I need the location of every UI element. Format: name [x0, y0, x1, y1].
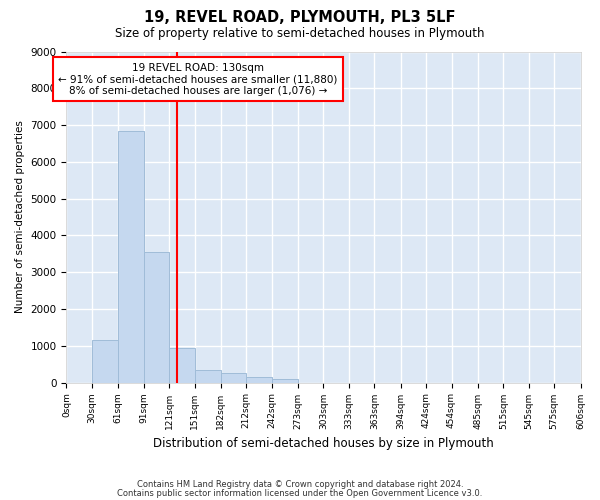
- Text: 19 REVEL ROAD: 130sqm
← 91% of semi-detached houses are smaller (11,880)
8% of s: 19 REVEL ROAD: 130sqm ← 91% of semi-deta…: [58, 62, 338, 96]
- Bar: [194, 370, 221, 382]
- Text: Contains public sector information licensed under the Open Government Licence v3: Contains public sector information licen…: [118, 489, 482, 498]
- Bar: [169, 348, 194, 382]
- Bar: [92, 340, 118, 382]
- Bar: [246, 377, 272, 382]
- Bar: [221, 374, 246, 382]
- Text: Size of property relative to semi-detached houses in Plymouth: Size of property relative to semi-detach…: [115, 28, 485, 40]
- X-axis label: Distribution of semi-detached houses by size in Plymouth: Distribution of semi-detached houses by …: [153, 437, 494, 450]
- Bar: [118, 130, 143, 382]
- Y-axis label: Number of semi-detached properties: Number of semi-detached properties: [15, 120, 25, 314]
- Text: 19, REVEL ROAD, PLYMOUTH, PL3 5LF: 19, REVEL ROAD, PLYMOUTH, PL3 5LF: [144, 10, 456, 25]
- Text: Contains HM Land Registry data © Crown copyright and database right 2024.: Contains HM Land Registry data © Crown c…: [137, 480, 463, 489]
- Bar: [272, 379, 298, 382]
- Bar: [143, 252, 169, 382]
